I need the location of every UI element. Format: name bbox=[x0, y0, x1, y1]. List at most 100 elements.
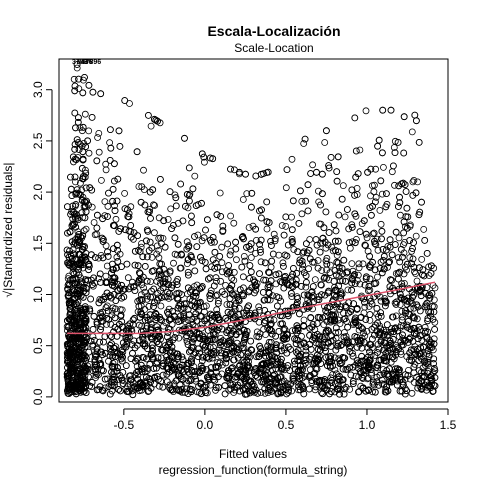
residual-point bbox=[149, 186, 157, 194]
residual-point bbox=[282, 213, 290, 221]
residual-point bbox=[185, 197, 193, 205]
residual-point bbox=[420, 368, 428, 376]
residual-point bbox=[417, 344, 425, 352]
residual-point bbox=[207, 364, 215, 372]
residual-point bbox=[191, 267, 199, 275]
residual-point bbox=[328, 376, 336, 384]
residual-point bbox=[106, 139, 113, 147]
residual-point bbox=[267, 277, 275, 285]
residual-point bbox=[255, 303, 263, 311]
residual-point bbox=[79, 89, 87, 97]
residual-point bbox=[66, 358, 74, 366]
residual-point bbox=[401, 263, 409, 271]
residual-point bbox=[415, 375, 423, 383]
residual-point bbox=[400, 113, 408, 121]
residual-point bbox=[95, 148, 103, 156]
residual-point bbox=[296, 256, 304, 264]
residual-point bbox=[279, 259, 287, 267]
residual-point bbox=[129, 283, 137, 291]
residual-point bbox=[171, 234, 179, 242]
residual-point bbox=[257, 258, 265, 266]
residual-point bbox=[289, 283, 297, 291]
residual-point bbox=[423, 378, 431, 386]
residual-point bbox=[392, 324, 399, 332]
residual-point bbox=[300, 316, 308, 324]
residual-point bbox=[316, 314, 324, 321]
residual-point bbox=[118, 306, 126, 314]
residual-point bbox=[202, 265, 210, 273]
residual-point bbox=[319, 314, 327, 322]
residual-point bbox=[115, 385, 123, 393]
residual-point bbox=[101, 375, 109, 383]
residual-point bbox=[397, 294, 405, 302]
residual-point bbox=[104, 248, 111, 256]
residual-point bbox=[413, 301, 421, 309]
residual-point bbox=[227, 286, 235, 294]
residual-point bbox=[147, 293, 154, 301]
residual-point bbox=[187, 377, 194, 385]
residual-point bbox=[95, 129, 103, 137]
residual-point bbox=[64, 275, 72, 283]
residual-point bbox=[74, 214, 81, 222]
residual-point bbox=[98, 176, 105, 184]
residual-point bbox=[98, 234, 106, 242]
residual-point bbox=[81, 352, 89, 360]
residual-point bbox=[354, 336, 362, 344]
residual-point bbox=[396, 387, 404, 395]
residual-point bbox=[318, 267, 326, 274]
residual-point bbox=[306, 372, 314, 380]
residual-point bbox=[99, 351, 106, 359]
residual-point bbox=[265, 268, 273, 276]
residual-point bbox=[288, 238, 296, 245]
residual-point bbox=[380, 339, 388, 346]
residual-point bbox=[311, 355, 319, 363]
residual-point bbox=[369, 230, 377, 238]
residual-point bbox=[211, 376, 219, 384]
residual-point bbox=[313, 365, 321, 373]
residual-point bbox=[115, 127, 123, 135]
residual-point bbox=[191, 172, 199, 180]
residual-point bbox=[326, 269, 334, 277]
residual-point bbox=[71, 82, 79, 90]
residual-point bbox=[251, 282, 259, 289]
residual-point bbox=[97, 326, 104, 334]
residual-point bbox=[262, 352, 270, 360]
residual-point bbox=[366, 275, 374, 283]
residual-point bbox=[273, 349, 281, 357]
residual-point bbox=[208, 317, 215, 325]
residual-point bbox=[429, 387, 437, 395]
residual-point bbox=[389, 335, 397, 343]
residual-point bbox=[147, 122, 155, 130]
residual-point bbox=[244, 350, 252, 358]
residual-point bbox=[185, 242, 193, 250]
residual-point bbox=[144, 345, 151, 353]
residual-point bbox=[366, 311, 374, 318]
residual-point bbox=[268, 387, 276, 395]
residual-point bbox=[304, 291, 312, 299]
residual-point bbox=[74, 228, 82, 236]
residual-point bbox=[308, 377, 316, 384]
residual-point bbox=[331, 237, 339, 245]
residual-point bbox=[377, 297, 385, 305]
residual-point bbox=[122, 362, 130, 370]
residual-point bbox=[109, 274, 117, 282]
residual-point bbox=[183, 245, 191, 253]
residual-point bbox=[410, 369, 418, 377]
residual-point bbox=[68, 353, 76, 361]
residual-point bbox=[183, 190, 191, 198]
residual-point bbox=[336, 359, 344, 367]
residual-point bbox=[367, 165, 375, 173]
residual-point bbox=[377, 312, 385, 320]
residual-point bbox=[305, 385, 313, 393]
residual-point bbox=[140, 284, 148, 292]
residual-point bbox=[246, 274, 254, 282]
residual-point bbox=[327, 337, 335, 345]
residual-point bbox=[401, 309, 409, 317]
residual-point bbox=[409, 178, 417, 186]
residual-point bbox=[335, 263, 343, 271]
residual-point bbox=[68, 192, 76, 200]
residual-point bbox=[396, 211, 404, 219]
residual-point bbox=[236, 361, 244, 369]
residual-point bbox=[211, 248, 219, 256]
residual-point bbox=[359, 325, 367, 333]
